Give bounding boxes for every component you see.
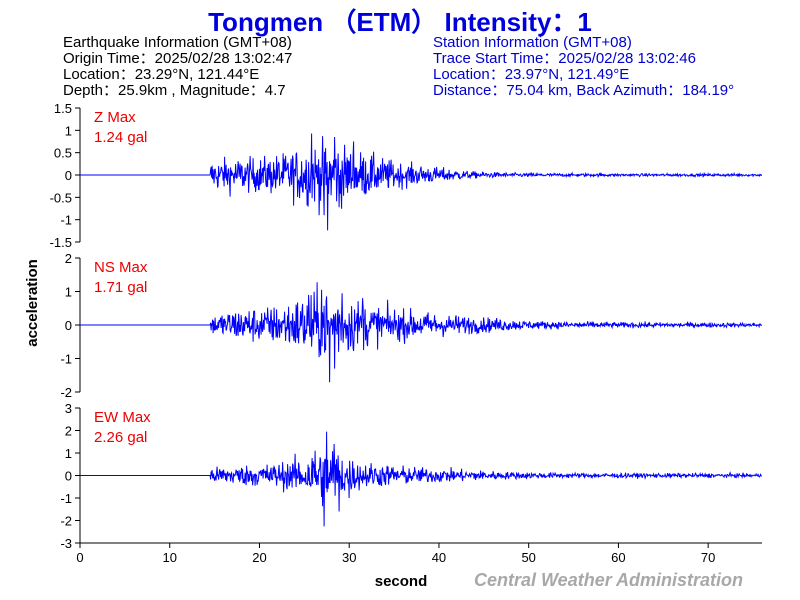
z-waveform-line: [80, 133, 763, 231]
x-tick-label: 50: [521, 550, 535, 565]
ns-y-tick-label: 2: [65, 251, 72, 266]
z-max-label: Z Max: [94, 109, 136, 126]
depth-magnitude: Depth：25.9km , Magnitude：4.7: [63, 82, 286, 99]
ew-y-tick-label: 3: [65, 401, 72, 416]
earthquake-info-heading: Earthquake Information (GMT+08): [63, 34, 292, 51]
ns-max-value: 1.71 gal: [94, 279, 147, 296]
ns-y-tick-label: -1: [60, 352, 72, 367]
x-tick-label: 60: [611, 550, 625, 565]
z-y-tick-label: 1: [65, 123, 72, 138]
x-tick-label: 30: [342, 550, 356, 565]
ew-y-tick-label: 1: [65, 446, 72, 461]
station-info: Station Information (GMT+08) Trace Start…: [433, 35, 734, 99]
ew-max-label: EW Max: [94, 409, 151, 426]
ns-y-tick-label: -2: [60, 385, 72, 400]
x-tick-label: 70: [701, 550, 715, 565]
agency-credit: Central Weather Administration: [474, 570, 744, 590]
z-y-tick-label: 1.5: [54, 101, 72, 116]
ew-y-tick-label: -1: [60, 491, 72, 506]
ns-y-tick-label: 1: [65, 285, 72, 300]
origin-time: Origin Time：2025/02/28 13:02:47: [63, 50, 293, 67]
z-y-tick-label: 0.5: [54, 146, 72, 161]
ew-y-tick-label: -2: [60, 514, 72, 529]
ns-y-tick-label: 0: [65, 318, 72, 333]
z-y-tick-label: -1: [60, 213, 72, 228]
x-axis-label: second: [375, 573, 428, 590]
ew-waveform-line: [80, 431, 763, 527]
z-y-tick-label: 0: [65, 168, 72, 183]
ns-max-label: NS Max: [94, 259, 148, 276]
ew-y-tick-label: -3: [60, 536, 72, 551]
station-location: Location：23.97°N, 121.49°E: [433, 66, 630, 83]
ew-y-tick-label: 2: [65, 424, 72, 439]
ew-max-value: 2.26 gal: [94, 429, 147, 446]
x-tick-label: 10: [163, 550, 177, 565]
z-max-value: 1.24 gal: [94, 129, 147, 146]
y-axis-label: acceleration: [24, 259, 41, 347]
ew-y-tick-label: 0: [65, 469, 72, 484]
trace-start-time: Trace Start Time：2025/02/28 13:02:46: [433, 50, 696, 67]
z-y-tick-label: -0.5: [50, 190, 72, 205]
z-y-tick-label: -1.5: [50, 235, 72, 250]
x-tick-label: 0: [76, 550, 83, 565]
epicenter-location: Location：23.29°N, 121.44°E: [63, 66, 260, 83]
chart-title: Tongmen （ETM） Intensity：1: [208, 7, 592, 37]
station-info-heading: Station Information (GMT+08): [433, 34, 632, 51]
earthquake-info: Earthquake Information (GMT+08) Origin T…: [63, 35, 292, 99]
distance-azimuth: Distance：75.04 km, Back Azimuth：184.19°: [433, 82, 735, 99]
ns-waveform-line: [80, 282, 763, 383]
x-tick-label: 20: [252, 550, 266, 565]
x-tick-label: 40: [432, 550, 446, 565]
